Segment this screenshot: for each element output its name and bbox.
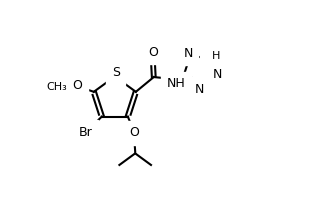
Text: CH₃: CH₃ [46,82,67,92]
Text: NH: NH [167,77,185,90]
Text: O: O [71,79,81,92]
Text: O: O [55,79,64,92]
Text: N: N [205,47,215,60]
Text: H: H [212,51,221,61]
Text: O: O [73,79,82,92]
Text: O: O [130,126,139,139]
Text: S: S [112,66,120,79]
Text: Br: Br [79,126,93,139]
Text: N: N [194,83,204,96]
Text: N: N [213,68,222,81]
Text: O: O [148,46,158,59]
Text: N: N [183,47,193,60]
